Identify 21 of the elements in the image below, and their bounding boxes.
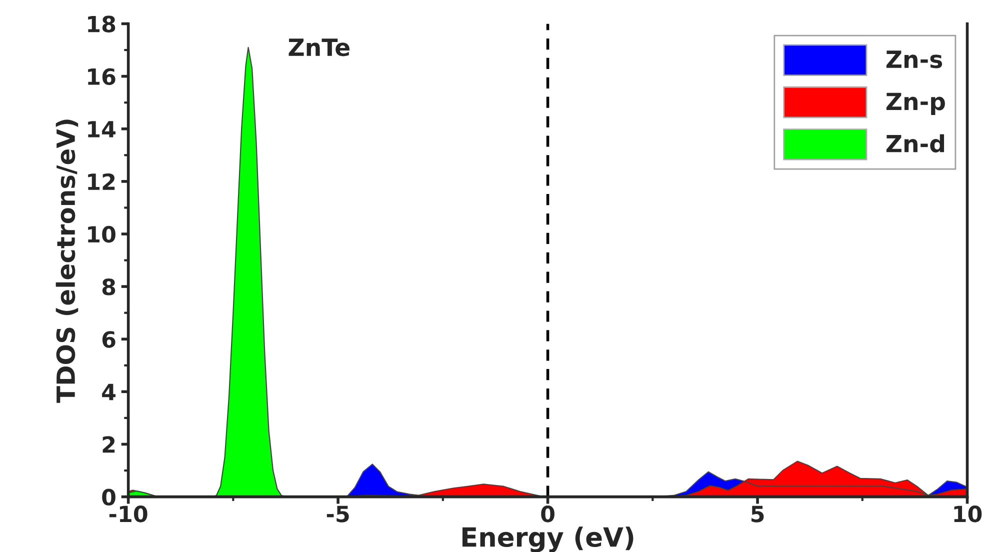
- legend-label: Zn-d: [886, 134, 944, 153]
- y-tick-label: 14: [88, 121, 116, 138]
- x-tick-label: 10: [954, 506, 982, 522]
- x-axis-title: Energy (eV): [462, 526, 634, 552]
- y-tick-label: 12: [88, 173, 115, 190]
- x-tick-label: -10: [109, 506, 148, 522]
- legend-label: Zn-s: [886, 50, 942, 68]
- y-tick-label: 4: [102, 384, 116, 400]
- x-tick-label: 0: [541, 506, 554, 522]
- y-tick-label: 0: [102, 488, 116, 506]
- y-tick-label: 18: [88, 16, 116, 32]
- y-tick-label: 6: [102, 331, 116, 348]
- legend-label: Zn-p: [886, 92, 945, 115]
- y-axis-title: TDOS (electrons/eV): [56, 120, 78, 403]
- x-tick-label: -5: [326, 506, 349, 522]
- x-tick-label: 5: [752, 506, 764, 522]
- y-tick-label: 16: [88, 68, 116, 86]
- y-tick-label: 8: [102, 278, 116, 296]
- annotation: ZnTe: [288, 38, 350, 56]
- y-tick-label: 10: [88, 226, 116, 243]
- y-tick-label: 2: [102, 436, 115, 453]
